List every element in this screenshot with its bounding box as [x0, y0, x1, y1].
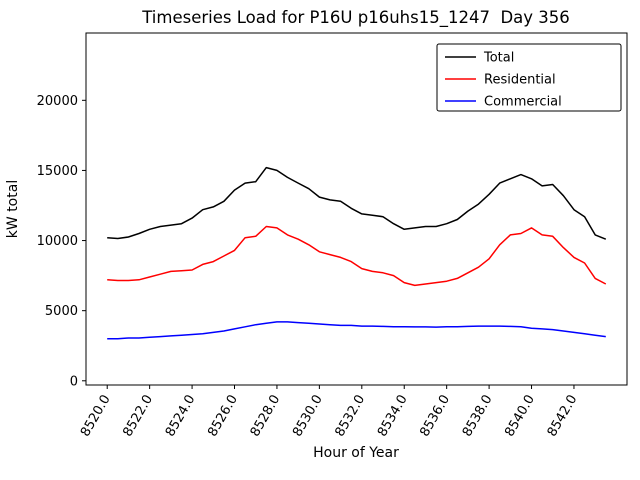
- legend-label-residential: Residential: [484, 73, 556, 88]
- x-tick-label: 8522.0: [120, 393, 156, 440]
- x-tick-label: 8538.0: [460, 392, 496, 439]
- x-tick-label: 8528.0: [248, 393, 284, 440]
- legend-label-total: Total: [483, 51, 514, 66]
- x-axis-label: Hour of Year: [313, 445, 399, 461]
- x-tick-label: 8520.0: [78, 393, 114, 440]
- x-tick-label: 8530.0: [290, 393, 326, 440]
- y-axis-label: kW total: [5, 180, 21, 238]
- series-layer: [107, 166, 607, 340]
- legend-label-commercial: Commercial: [484, 95, 562, 110]
- x-tick-label: 8532.0: [333, 393, 369, 440]
- series-line-commercial: [107, 321, 606, 340]
- x-tick-label: 8536.0: [417, 393, 453, 440]
- legend-box: [436, 43, 622, 112]
- x-tick-label: 8526.0: [205, 393, 241, 440]
- x-tick-label: 8534.0: [375, 393, 411, 440]
- legend: Total Residential Commercial: [436, 43, 622, 112]
- series-line-total: [107, 166, 607, 240]
- y-tick-label: 0: [70, 374, 78, 389]
- series-line-residential: [107, 225, 607, 287]
- y-tick-label: 10000: [37, 234, 78, 249]
- chart-title: Timeseries Load for P16U p16uhs15_1247 D…: [141, 8, 570, 28]
- y-tick-label: 15000: [37, 164, 78, 179]
- axes-border: [85, 32, 628, 386]
- x-tick-label: 8540.0: [502, 393, 538, 440]
- x-tick-label: 8542.0: [545, 393, 581, 440]
- y-tick-label: 5000: [45, 304, 78, 319]
- y-tick-label: 20000: [37, 94, 78, 109]
- x-tick-label: 8524.0: [163, 393, 199, 440]
